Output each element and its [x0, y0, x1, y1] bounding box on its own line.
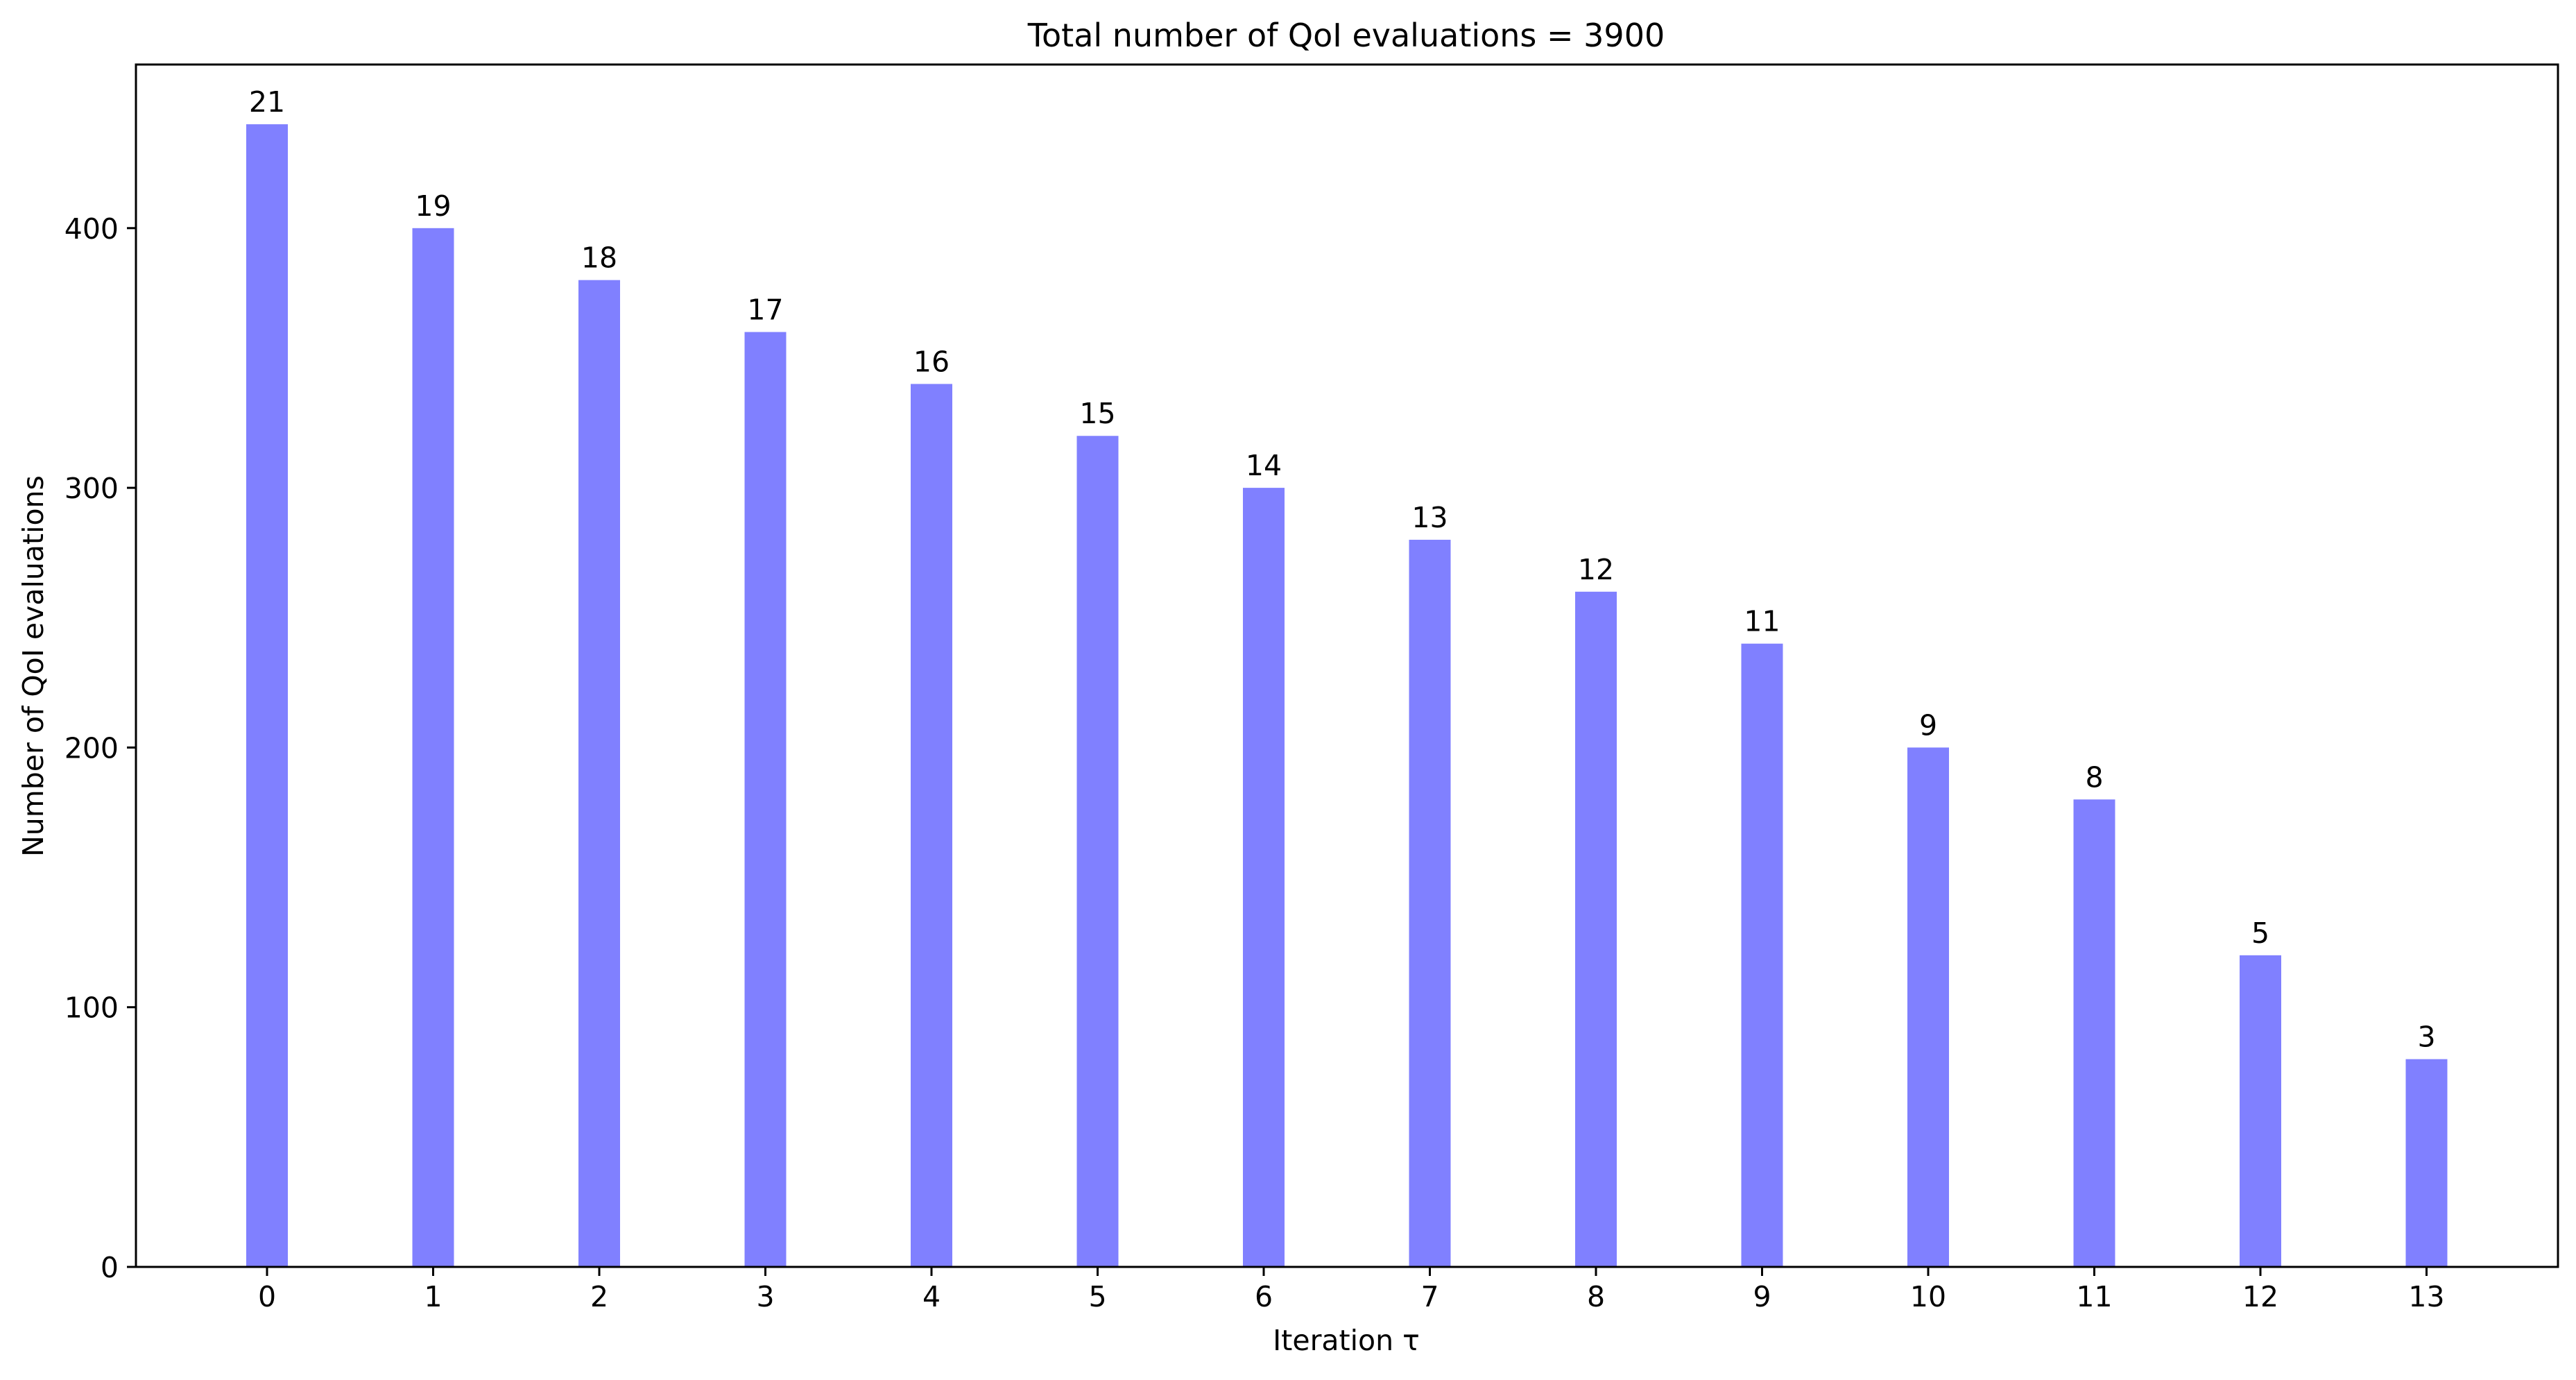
bar-value-label: 19	[415, 189, 451, 223]
bar-value-label: 14	[1246, 449, 1282, 482]
y-tick-label: 200	[65, 731, 119, 765]
x-axis: 0 1 2 3 4 5 6 7 8 9 10 11 12 13	[258, 1267, 2445, 1313]
x-tick-label: 8	[1587, 1280, 1605, 1313]
bar-value-label: 16	[913, 345, 950, 378]
bars-layer	[246, 124, 2448, 1268]
x-tick-label: 13	[2408, 1280, 2444, 1313]
x-tick-label: 11	[2076, 1280, 2112, 1313]
bar-value-label: 17	[747, 293, 783, 327]
y-tick-label: 300	[65, 472, 119, 505]
y-tick-label: 0	[101, 1251, 119, 1284]
y-axis-label: Number of QoI evaluations	[17, 475, 50, 857]
x-tick-label: 5	[1088, 1280, 1106, 1313]
chart-title: Total number of QoI evaluations = 3900	[1027, 17, 1665, 54]
bar-value-label: 21	[249, 85, 285, 119]
bar-value-label: 12	[1578, 553, 1614, 586]
x-tick-label: 4	[922, 1280, 941, 1313]
x-tick-label: 0	[258, 1280, 276, 1313]
bar-value-label: 11	[1744, 605, 1780, 638]
x-tick-label: 1	[424, 1280, 442, 1313]
bar-value-label: 15	[1079, 397, 1115, 430]
bar-5	[1076, 436, 1119, 1267]
y-tick-label: 100	[65, 991, 119, 1025]
bar-4	[911, 384, 952, 1267]
bar-value-label: 8	[2085, 760, 2103, 794]
plot-frame	[135, 63, 2559, 1268]
bar-10	[1907, 747, 1949, 1267]
y-tick-label: 400	[65, 212, 119, 246]
bar-9	[1741, 643, 1783, 1267]
x-axis-label: Iteration τ	[1273, 1324, 1420, 1357]
bar-2	[578, 280, 620, 1268]
bar-11	[2073, 799, 2115, 1267]
x-tick-label: 10	[1910, 1280, 1946, 1313]
bar-13	[2405, 1059, 2448, 1267]
bar-7	[1409, 539, 1451, 1267]
bar-labels-layer: 21 19 18 17 16 15 14 13 12 11 9 8 5 3	[249, 85, 2436, 1053]
bar-value-label: 13	[1411, 501, 1448, 534]
x-tick-label: 9	[1753, 1280, 1771, 1313]
bar-value-label: 9	[1919, 708, 1937, 742]
bar-value-label: 18	[581, 241, 617, 275]
bar-8	[1575, 591, 1617, 1267]
bar-3	[744, 332, 787, 1268]
x-tick-label: 12	[2242, 1280, 2278, 1313]
y-axis: 0 100 200 300 400	[65, 212, 136, 1284]
x-tick-label: 3	[756, 1280, 774, 1313]
x-tick-label: 6	[1255, 1280, 1273, 1313]
bar-12	[2240, 955, 2281, 1267]
bar-value-label: 3	[2417, 1021, 2435, 1054]
x-tick-label: 7	[1420, 1280, 1439, 1313]
bar-value-label: 5	[2251, 917, 2269, 950]
bar-1	[412, 228, 454, 1268]
bar-0	[246, 124, 288, 1268]
bar-6	[1243, 488, 1285, 1267]
x-tick-label: 2	[590, 1280, 608, 1313]
